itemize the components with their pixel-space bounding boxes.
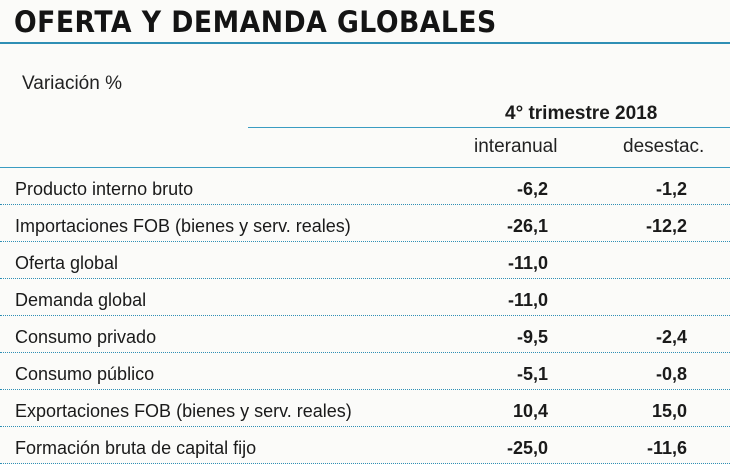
value-interanual: -11,0 [507, 253, 548, 273]
value-interanual: -5,1 [516, 364, 548, 384]
value-desestac: -12,2 [645, 216, 687, 236]
header-divider [0, 167, 730, 168]
table-subtitle: Variación % [22, 73, 122, 94]
table-row: Importaciones FOB (bienes y serv. reales… [0, 205, 730, 242]
row-label: Consumo público [15, 364, 155, 384]
table-row: Consumo público -5,1 -0,8 [0, 353, 730, 390]
row-label: Oferta global [15, 253, 119, 273]
value-interanual: -25,0 [506, 438, 548, 458]
column-header-desestac: desestac. [623, 136, 705, 157]
title-divider [0, 42, 730, 44]
page-title: OFERTA Y DEMANDA GLOBALES [14, 5, 497, 39]
value-desestac: 15,0 [651, 401, 687, 421]
row-label: Importaciones FOB (bienes y serv. reales… [15, 216, 351, 236]
table-row: Demanda global -11,0 [0, 279, 730, 316]
table-row: Exportaciones FOB (bienes y serv. reales… [0, 390, 730, 427]
table-row: Consumo privado -9,5 -2,4 [0, 316, 730, 353]
table-row: Oferta global -11,0 [0, 242, 730, 279]
period-divider [248, 127, 730, 128]
value-desestac: -1,2 [655, 179, 687, 199]
row-label: Consumo privado [15, 327, 157, 347]
value-desestac: -2,4 [655, 327, 687, 347]
row-label: Exportaciones FOB (bienes y serv. reales… [15, 401, 352, 421]
table-row: Formación bruta de capital fijo -25,0 -11,… [0, 427, 730, 464]
column-header-interanual: interanual [474, 136, 558, 157]
value-interanual: 10,4 [512, 401, 548, 421]
value-interanual: -6,2 [516, 179, 548, 199]
value-interanual: -9,5 [516, 327, 548, 347]
value-desestac: -0,8 [655, 364, 687, 384]
row-label: Demanda global [15, 290, 147, 310]
value-desestac: -11,6 [646, 438, 687, 458]
row-label: Formación bruta de capital fijo [15, 438, 257, 458]
value-interanual: -26,1 [506, 216, 548, 236]
table-row: Producto interno bruto -6,2 -1,2 [0, 168, 730, 205]
value-interanual: -11,0 [507, 290, 548, 310]
period-header: 4° trimestre 2018 [505, 103, 658, 124]
row-label: Producto interno bruto [15, 179, 194, 199]
table-body: Producto interno bruto -6,2 -1,2 Importacio… [0, 168, 730, 464]
